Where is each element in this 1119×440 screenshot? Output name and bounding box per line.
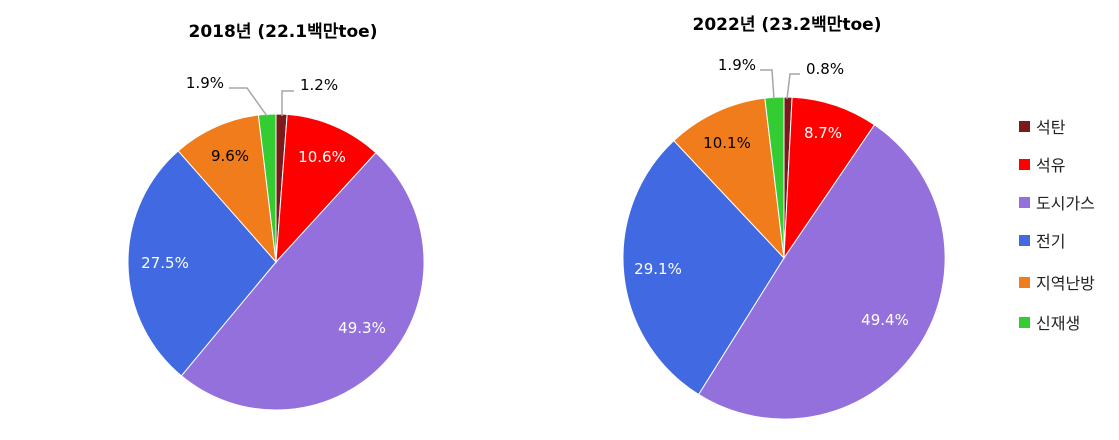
chart-title-2018: 2018년 (22.1백만toe) — [189, 22, 378, 42]
leader-line-2018-0 — [281, 90, 294, 116]
legend-label-1: 석유 — [1036, 156, 1065, 175]
data-labels-2022: 0.8% 8.7% 49.4% 29.1% 10.1% 1.9% — [634, 56, 909, 329]
data-labels-2018: 1.2% 10.6% 49.3% 27.5% 9.6% 1.9% — [141, 74, 386, 337]
legend-label-5: 신재생 — [1036, 314, 1080, 333]
pie-slice-2018-1 — [275, 113, 377, 264]
pie-slice-2022-3 — [622, 139, 785, 396]
legend-swatch-2 — [1019, 197, 1030, 208]
data-label-2022-1: 8.7% — [804, 124, 842, 142]
legend-label-4: 지역난방 — [1036, 274, 1095, 293]
data-label-2022-3: 29.1% — [634, 260, 682, 278]
pie-slice-2018-5 — [257, 113, 277, 263]
pie-slice-2018-3 — [127, 150, 277, 377]
data-label-2018-3: 27.5% — [141, 254, 189, 272]
data-label-2018-1: 10.6% — [298, 148, 346, 166]
legend-swatch-0 — [1019, 121, 1030, 132]
legend-label-0: 석탄 — [1036, 118, 1066, 137]
legend-label-3: 전기 — [1036, 232, 1065, 251]
pie-slice-2018-4 — [177, 114, 277, 264]
data-label-2022-5: 1.9% — [718, 56, 756, 74]
data-label-2018-4: 9.6% — [211, 147, 249, 165]
data-label-2018-2: 49.3% — [338, 319, 386, 337]
legend-swatch-4 — [1019, 277, 1030, 288]
data-label-2022-2: 49.4% — [861, 311, 909, 329]
data-label-2022-4: 10.1% — [703, 134, 751, 152]
legend-swatch-3 — [1019, 235, 1030, 246]
slices-2018 — [127, 113, 425, 411]
leader-line-2018-5 — [229, 87, 268, 117]
legend-label-2: 도시가스 — [1036, 194, 1095, 213]
pie-slice-2022-2 — [697, 124, 946, 420]
pie-chart-2022: 2022년 (23.2백만toe) 0.8% 8.7% 49.4% 29.1% 10.1… — [622, 15, 946, 420]
legend-swatch-1 — [1019, 159, 1030, 170]
data-label-2018-5: 1.9% — [186, 74, 224, 92]
pie-slice-2022-1 — [783, 96, 876, 260]
pie-slice-2022-4 — [673, 97, 785, 260]
pie-slice-2018-2 — [180, 152, 425, 411]
leader-line-2022-0 — [786, 73, 800, 100]
data-label-2018-0: 1.2% — [300, 76, 338, 94]
slices-2022 — [622, 96, 946, 420]
data-label-2022-0: 0.8% — [806, 60, 844, 78]
leader-line-2022-5 — [760, 69, 775, 100]
pie-chart-2018: 2018년 (22.1백만toe) 1.2% 10.6% 49.3% 27.5% 9.6… — [127, 22, 425, 411]
chart-title-2022: 2022년 (23.2백만toe) — [693, 15, 882, 35]
legend-swatch-5 — [1019, 317, 1030, 328]
